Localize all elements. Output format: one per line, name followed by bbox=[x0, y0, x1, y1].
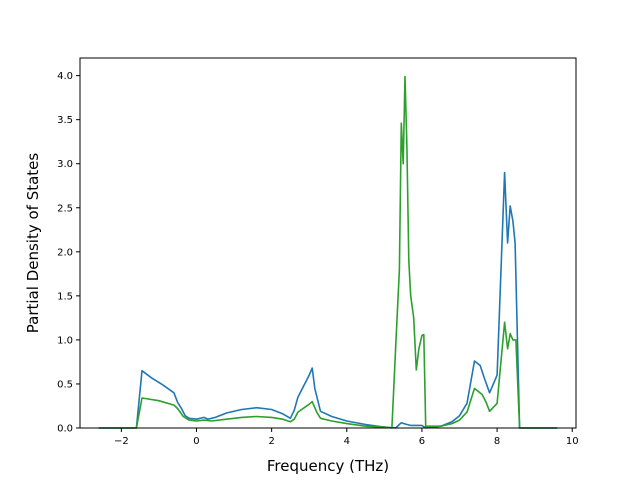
y-tick-label: 3.0 bbox=[57, 159, 73, 170]
x-tick-label: 10 bbox=[566, 436, 579, 447]
x-tick-label: 4 bbox=[344, 436, 350, 447]
x-tick-label: 8 bbox=[494, 436, 500, 447]
y-tick-label: 0.0 bbox=[57, 424, 73, 435]
series-line-2 bbox=[98, 75, 558, 429]
x-tick-label: 2 bbox=[268, 436, 274, 447]
y-tick-label: 3.5 bbox=[57, 115, 73, 126]
y-tick-label: 1.5 bbox=[57, 291, 73, 302]
x-tick-label: 6 bbox=[419, 436, 425, 447]
x-axis-label: Frequency (THz) bbox=[267, 457, 389, 475]
series-line-1 bbox=[98, 171, 558, 429]
series-layer bbox=[98, 75, 558, 429]
y-tick-label: 4.0 bbox=[57, 71, 73, 82]
x-tick-label: −2 bbox=[114, 436, 129, 447]
y-axis-label: Partial Density of States bbox=[24, 153, 42, 334]
y-tick-label: 2.5 bbox=[57, 203, 73, 214]
ticks-layer: −2 0 2 4 6 8 10 0.0 0.5 1.0 1.5 2.0 2.5 3.0 3.5 4.0 bbox=[57, 71, 579, 447]
y-tick-label: 2.0 bbox=[57, 247, 73, 258]
x-tick-label: 0 bbox=[193, 436, 199, 447]
plot-frame bbox=[79, 57, 577, 429]
y-tick-label: 0.5 bbox=[57, 379, 73, 390]
y-tick-label: 1.0 bbox=[57, 335, 73, 346]
